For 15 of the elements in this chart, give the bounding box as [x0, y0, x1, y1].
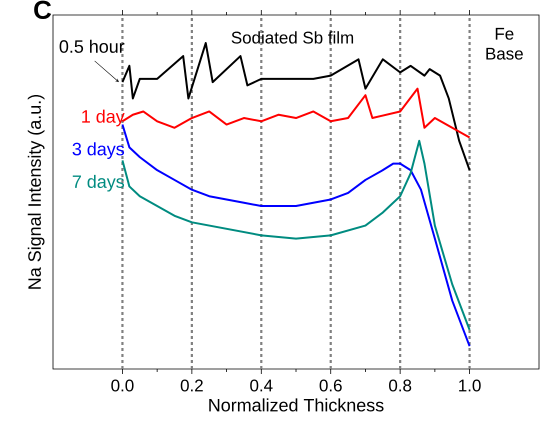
series-label: 7 days	[72, 174, 124, 192]
x-axis-title: Normalized Thickness	[209, 398, 384, 412]
x-tick-label: 0.6	[320, 380, 342, 392]
series-label: 3 days	[72, 142, 124, 159]
x-tick-label: 0.0	[111, 380, 134, 392]
text: C	[34, 0, 52, 20]
x-tick-label: 0.8	[389, 380, 412, 392]
annotation: Sodiated Sb film	[232, 31, 354, 44]
x-tick-label: 1.0	[459, 380, 481, 392]
annotation: Fe Base	[486, 28, 523, 60]
x-tick-label: 0.2	[180, 380, 203, 392]
series-label: 1 day	[82, 110, 125, 126]
x-tick-label: 0.4	[250, 380, 273, 392]
series-label: 0.5 hour	[60, 40, 124, 53]
y-axis-title: Na Signal Intensity (a.u.)	[28, 94, 44, 289]
